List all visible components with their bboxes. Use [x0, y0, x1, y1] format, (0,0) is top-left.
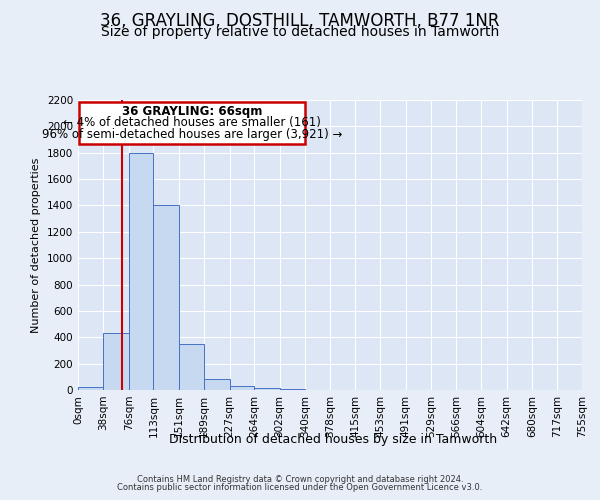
Text: 96% of semi-detached houses are larger (3,921) →: 96% of semi-detached houses are larger (…: [42, 128, 343, 141]
Bar: [254, 388, 280, 390]
Y-axis label: Number of detached properties: Number of detached properties: [31, 158, 41, 332]
Text: Contains public sector information licensed under the Open Government Licence v3: Contains public sector information licen…: [118, 483, 482, 492]
Bar: [179, 344, 204, 390]
Text: 36 GRAYLING: 66sqm: 36 GRAYLING: 66sqm: [122, 104, 262, 118]
Bar: [204, 380, 230, 390]
Text: Size of property relative to detached houses in Tamworth: Size of property relative to detached ho…: [101, 25, 499, 39]
Text: ← 4% of detached houses are smaller (161): ← 4% of detached houses are smaller (161…: [63, 116, 321, 129]
Bar: [230, 386, 254, 390]
Text: Distribution of detached houses by size in Tamworth: Distribution of detached houses by size …: [169, 432, 497, 446]
Text: 36, GRAYLING, DOSTHILL, TAMWORTH, B77 1NR: 36, GRAYLING, DOSTHILL, TAMWORTH, B77 1N…: [100, 12, 500, 30]
Bar: [103, 334, 129, 390]
Text: Contains HM Land Registry data © Crown copyright and database right 2024.: Contains HM Land Registry data © Crown c…: [137, 475, 463, 484]
Bar: [78, 388, 103, 390]
Bar: [154, 206, 179, 390]
Bar: [79, 102, 305, 144]
Bar: [129, 152, 154, 390]
Bar: [280, 388, 305, 390]
